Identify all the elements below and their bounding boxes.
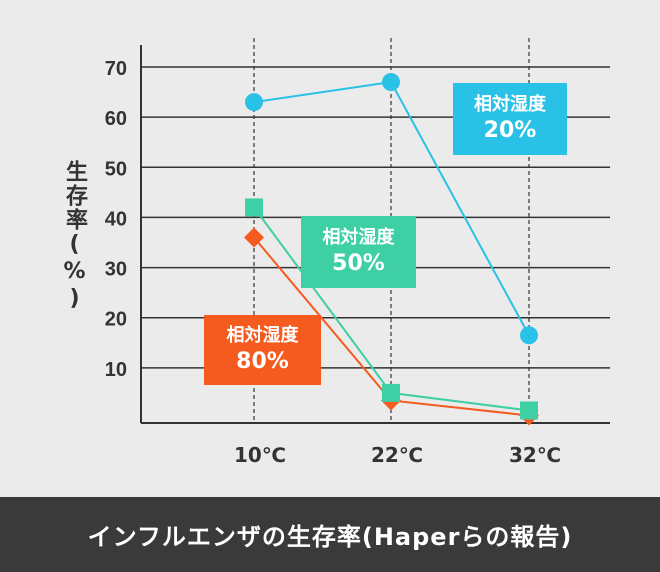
legend-badge-value: 80% bbox=[236, 349, 289, 374]
y-tick-label: 60 bbox=[105, 108, 127, 130]
chart-title: インフルエンザの生存率(Haperらの報告) bbox=[0, 497, 660, 572]
y-tick-label: 20 bbox=[105, 309, 127, 331]
y-tick-label: 40 bbox=[105, 208, 127, 230]
x-tick-label: 32℃ bbox=[509, 443, 561, 467]
data-point bbox=[382, 383, 400, 402]
data-point bbox=[245, 93, 263, 112]
data-point bbox=[244, 227, 264, 248]
y-tick-label: 30 bbox=[105, 259, 127, 281]
x-tick-label: 10℃ bbox=[234, 443, 286, 467]
chart-plot: 10 20 30 40 50 60 70 10℃ 22℃ 32℃ bbox=[105, 38, 610, 467]
data-point bbox=[520, 326, 538, 345]
data-point bbox=[382, 73, 400, 92]
legend-badge-value: 50% bbox=[332, 251, 385, 276]
y-tick-label: 50 bbox=[105, 158, 127, 180]
x-tick-label: 22℃ bbox=[371, 443, 423, 467]
x-tick-labels: 10℃ 22℃ 32℃ bbox=[234, 443, 561, 467]
y-tick-labels: 10 20 30 40 50 60 70 bbox=[105, 58, 127, 381]
y-axis-label: 生存率(%) bbox=[62, 160, 87, 313]
legend-badge-title: 相対湿度 bbox=[226, 325, 299, 346]
data-point bbox=[520, 401, 538, 420]
legend-badge-title: 相対湿度 bbox=[474, 94, 546, 115]
y-tick-label: 70 bbox=[105, 58, 127, 80]
data-point bbox=[245, 198, 263, 217]
legend-badge-humidity-50: 相対湿度 50% bbox=[301, 216, 416, 288]
legend-badge-humidity-20: 相対湿度 20% bbox=[453, 83, 567, 155]
y-tick-label: 10 bbox=[105, 359, 127, 381]
series-group bbox=[244, 73, 539, 426]
legend-badge-title: 相対湿度 bbox=[322, 227, 395, 248]
legend-badge-value: 20% bbox=[483, 118, 537, 143]
legend-badge-humidity-80: 相対湿度 80% bbox=[204, 315, 321, 385]
